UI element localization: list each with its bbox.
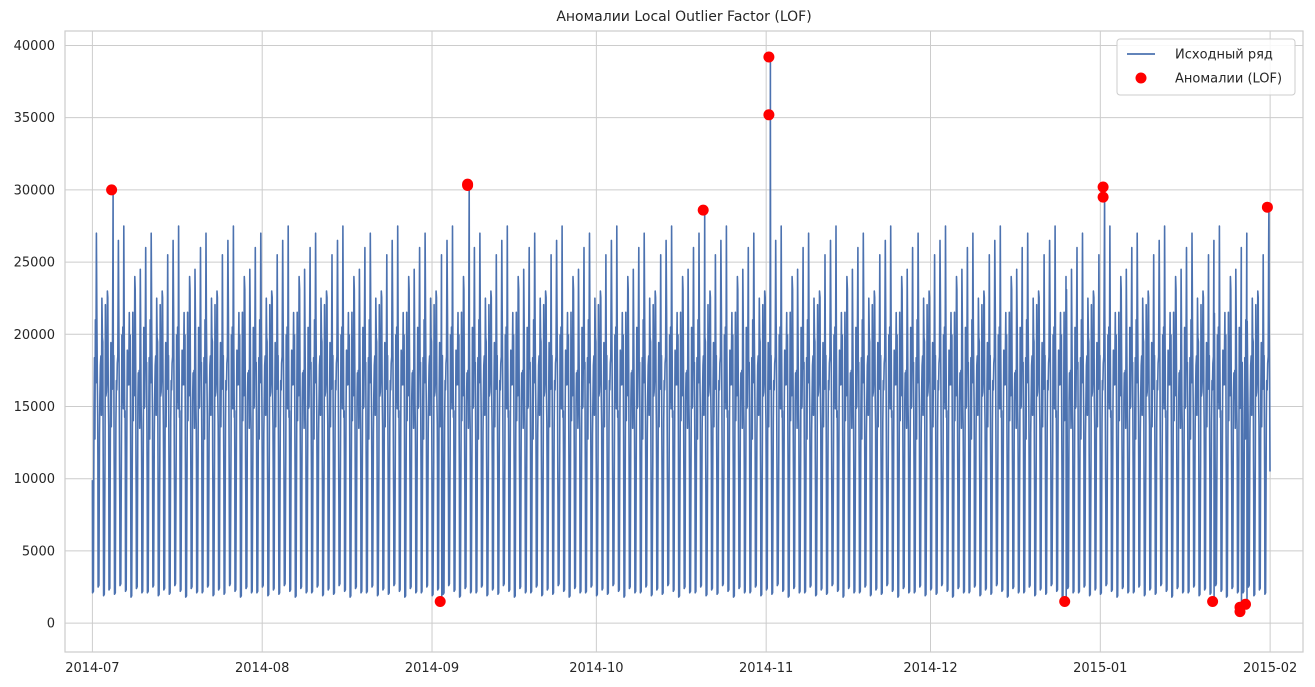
y-tick-label: 15000 [14, 400, 55, 415]
anomaly-point [434, 596, 446, 607]
x-tick-labels: 2014-07 2014-08 2014-09 2014-10 2014-11 2014-… [65, 661, 1297, 676]
legend-dot-swatch [1135, 72, 1147, 84]
series-line-source [91, 56, 1271, 613]
anomaly-point [462, 178, 474, 190]
anomaly-point [1059, 596, 1071, 607]
y-tick-label: 30000 [14, 183, 55, 198]
x-tick-label: 2015-02 [1243, 661, 1297, 676]
y-tick-label: 25000 [14, 256, 55, 271]
legend-label-series: Исходный ряд [1175, 48, 1273, 63]
x-tick-label: 2015-01 [1073, 661, 1127, 676]
y-tick-label: 40000 [14, 39, 55, 54]
x-tick-label: 2014-07 [65, 661, 119, 676]
y-tick-label: 0 [47, 617, 55, 632]
anomaly-point [106, 184, 118, 196]
y-tick-labels: 0 5000 10000 15000 20000 25000 30000 35000 40000 [14, 39, 55, 632]
anomaly-point [1207, 596, 1219, 607]
y-tick-label: 5000 [22, 544, 55, 559]
x-tick-label: 2014-10 [569, 661, 623, 676]
anomaly-point [1261, 201, 1273, 213]
chart-title: Аномалии Local Outlier Factor (LOF) [556, 9, 811, 25]
y-tick-label: 20000 [14, 328, 55, 343]
anomaly-point [763, 109, 775, 121]
legend-box [1116, 38, 1296, 96]
anomaly-points-group [106, 51, 1273, 618]
x-tick-label: 2014-08 [235, 661, 289, 676]
legend: Исходный ряд Аномалии (LOF) [1116, 38, 1296, 96]
anomaly-point [763, 51, 775, 63]
anomaly-point [1240, 598, 1251, 610]
legend-label-anomalies: Аномалии (LOF) [1175, 72, 1282, 87]
y-tick-label: 10000 [14, 472, 55, 487]
series-line-group [91, 56, 1271, 613]
x-tick-label: 2014-09 [405, 661, 459, 676]
y-tick-label: 35000 [14, 111, 55, 126]
plot-frame [64, 30, 1304, 653]
anomaly-point [1097, 191, 1109, 203]
anomaly-point [697, 204, 709, 216]
x-tick-label: 2014-12 [903, 661, 957, 676]
x-tick-label: 2014-11 [739, 661, 793, 676]
anomaly-point [1097, 181, 1109, 193]
